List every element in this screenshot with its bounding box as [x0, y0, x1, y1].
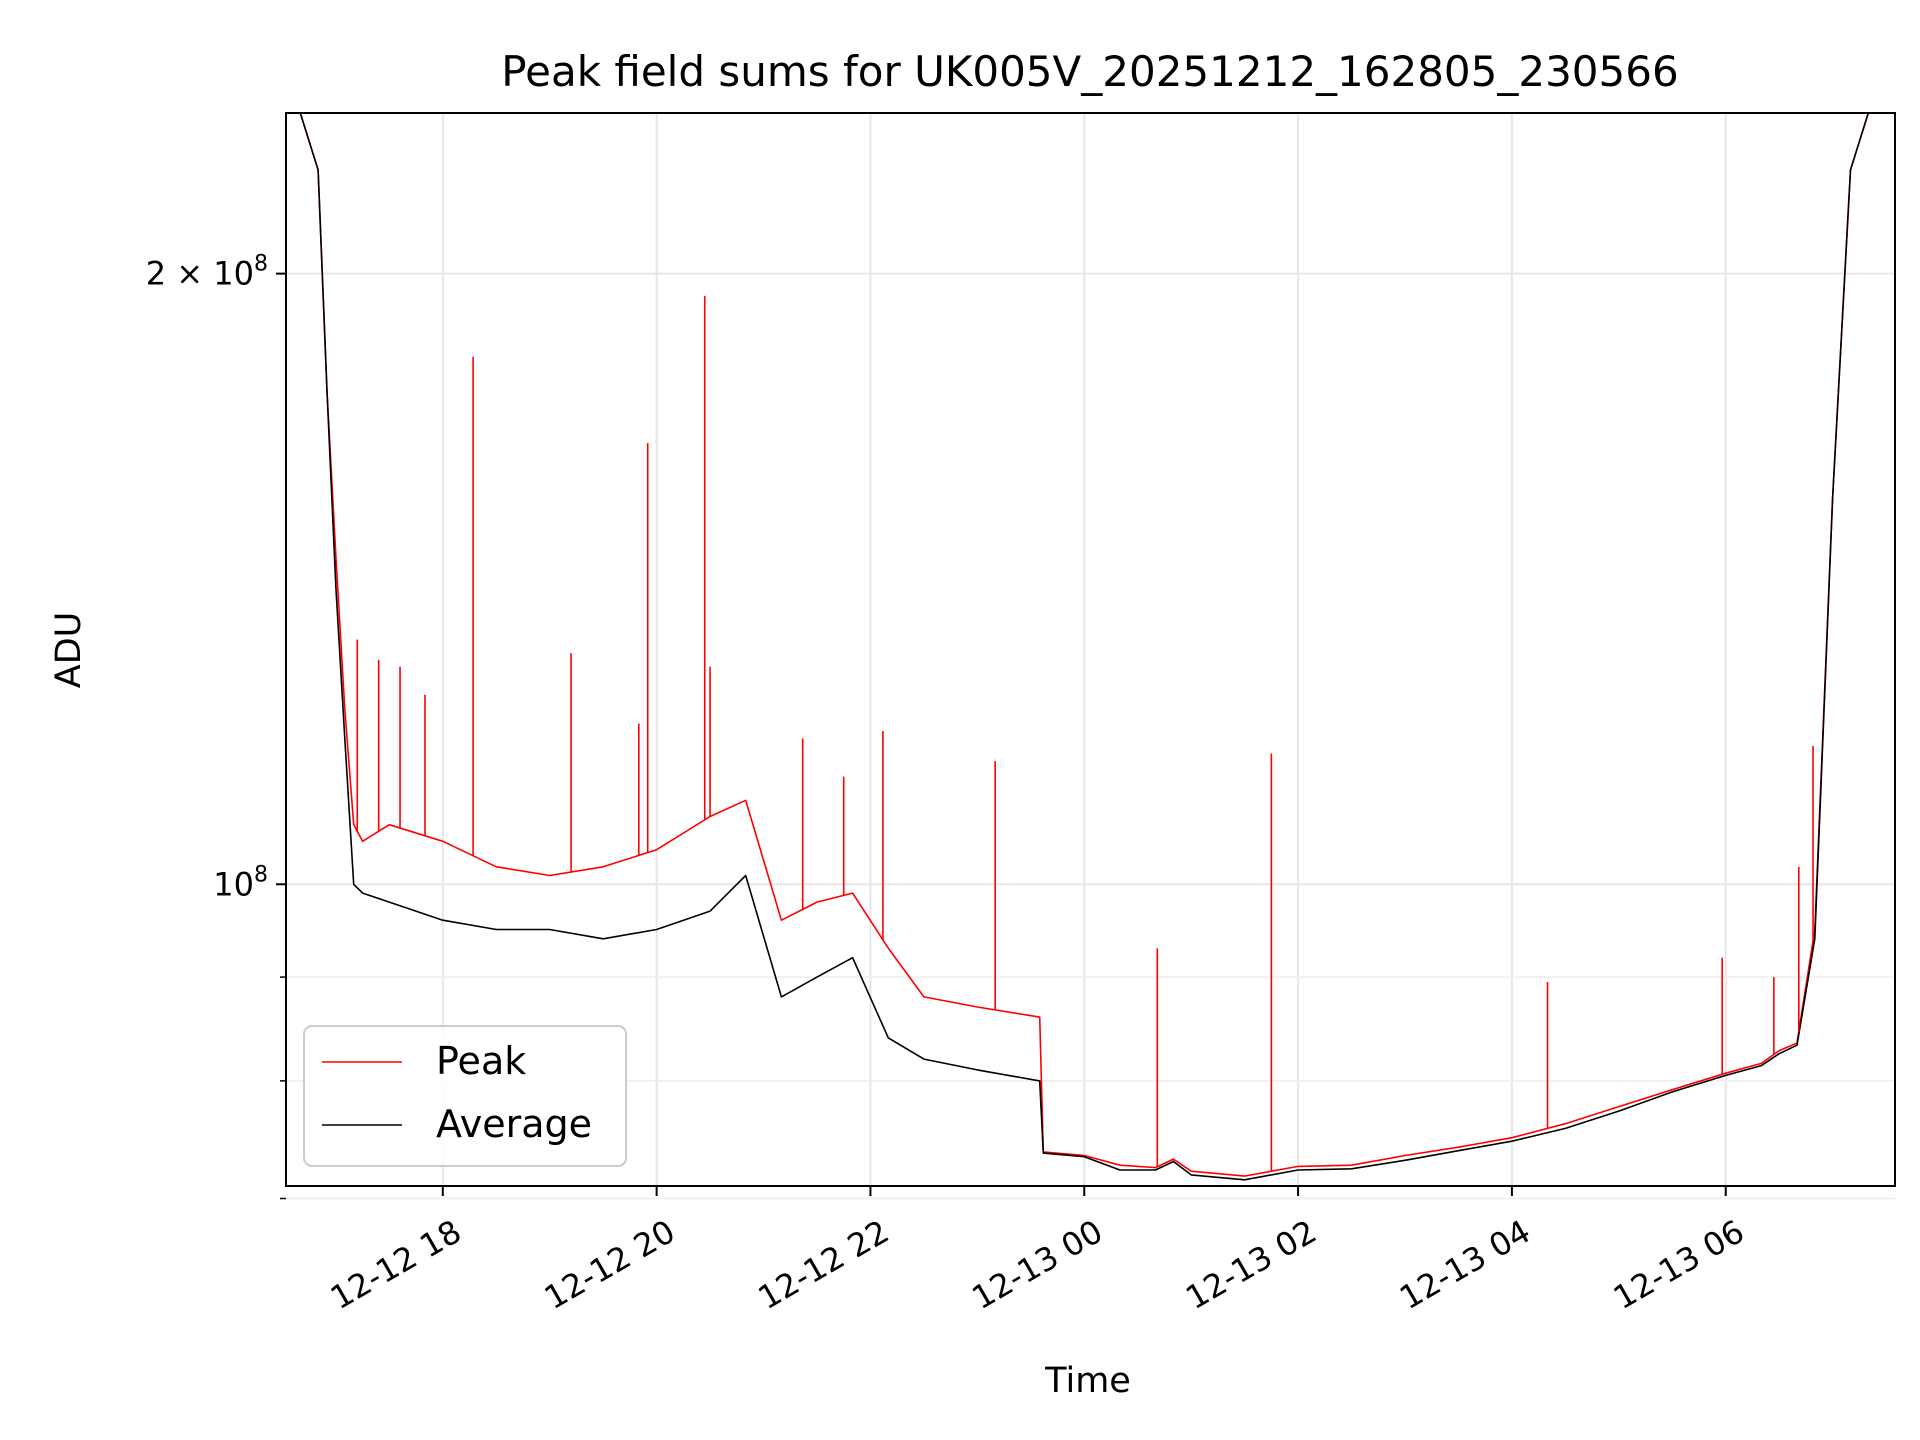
y-tick-label-exponent: 8 — [254, 862, 268, 887]
legend-box — [303, 1025, 627, 1167]
y-tick-label-base: 10 — [213, 865, 254, 903]
y-tick-label: 108 — [213, 862, 268, 903]
legend-label-average: Average — [436, 1102, 592, 1146]
y-tick-label-exponent: 8 — [254, 252, 268, 277]
x-axis-title: Time — [1044, 1361, 1131, 1401]
y-tick-label-base: 2 × 10 — [146, 255, 254, 293]
y-axis-title: ADU — [49, 612, 89, 689]
y-tick-label: 2 × 108 — [146, 252, 268, 293]
legend-label-peak: Peak — [436, 1039, 526, 1083]
chart-title: Peak field sums for UK005V_20251212_1628… — [501, 47, 1678, 96]
plot-frame — [285, 112, 1896, 1187]
legend: Peak Average — [303, 1025, 627, 1167]
plot-series — [299, 113, 1870, 1181]
series-line-average — [299, 113, 1870, 1181]
